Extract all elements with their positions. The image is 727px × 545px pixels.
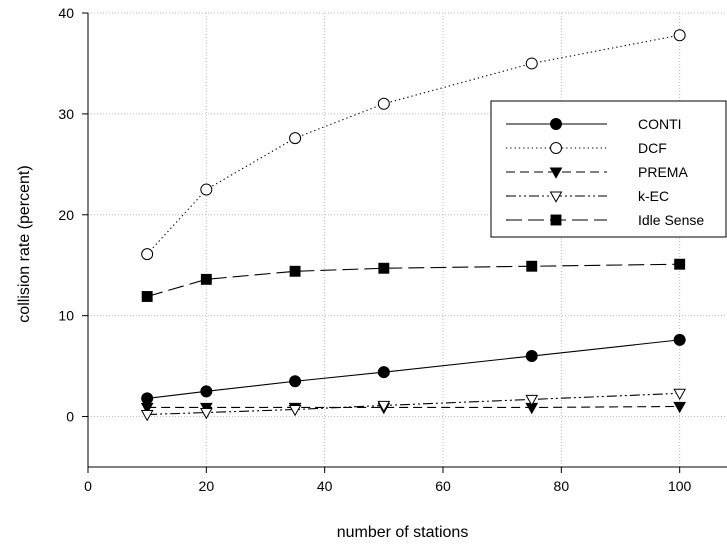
x-tick-label: 100 (668, 478, 692, 494)
legend-item: Idle Sense (506, 212, 704, 228)
data-point (141, 291, 153, 302)
data-point (199, 407, 213, 420)
x-tick-label: 20 (199, 478, 215, 494)
series-idle-sense (141, 258, 686, 302)
axes (87, 13, 727, 468)
data-point (140, 402, 154, 415)
data-point (673, 29, 686, 42)
series-conti (141, 333, 686, 405)
data-point (673, 388, 687, 401)
series-line (147, 263, 680, 298)
data-point (289, 132, 302, 145)
legend-item: CONTI (506, 116, 682, 132)
legend-marker (550, 142, 562, 154)
y-tick-label: 30 (58, 106, 74, 122)
data-point (525, 394, 539, 407)
legend-label: DCF (638, 140, 667, 156)
series-line (147, 405, 680, 409)
series-dcf (141, 29, 686, 261)
data-point (525, 350, 538, 363)
data-point (288, 404, 302, 417)
legend-label: CONTI (638, 116, 682, 132)
legend-marker (549, 167, 563, 179)
series-line (146, 34, 680, 255)
series-k-ec (140, 388, 687, 422)
x-tick-label: 0 (84, 478, 92, 494)
grid (88, 12, 727, 467)
data-point (377, 400, 391, 413)
data-point (140, 409, 154, 422)
data-point (377, 366, 390, 379)
data-point (200, 183, 213, 196)
legend-label: PREMA (638, 164, 688, 180)
data-point (200, 273, 212, 285)
y-tick-label: 20 (58, 207, 74, 223)
x-axis-title: number of stations (337, 524, 469, 541)
y-tick-label: 40 (58, 5, 74, 21)
data-point (673, 401, 687, 414)
series-line (147, 392, 680, 416)
data-point (674, 258, 686, 270)
plot-series (140, 29, 687, 422)
legend-marker (550, 214, 562, 226)
legend-marker (549, 191, 563, 203)
legend-item: k-EC (506, 188, 669, 204)
legend: CONTI DCF PREMA k-EC Idle Sense (490, 100, 727, 238)
series-line (147, 339, 680, 399)
x-tick-label: 60 (435, 478, 451, 494)
data-point (200, 385, 213, 398)
legend-item: DCF (506, 140, 667, 156)
data-point (289, 375, 302, 388)
data-point (378, 262, 390, 274)
y-axis-title: collision rate (percent) (16, 165, 33, 322)
tick-labels: 0 20 40 60 80 100 0 10 20 30 40 (58, 5, 691, 494)
data-point (141, 392, 154, 405)
x-tick-label: 40 (317, 478, 333, 494)
data-point (289, 265, 301, 277)
legend-item: PREMA (506, 164, 688, 180)
legend-label: k-EC (638, 188, 669, 204)
data-point (673, 333, 686, 346)
y-tick-label: 10 (58, 308, 74, 324)
y-tick-label: 0 (66, 409, 74, 425)
data-point (526, 260, 538, 272)
x-tick-label: 80 (554, 478, 570, 494)
data-point (141, 248, 154, 261)
data-point (377, 97, 390, 110)
legend-marker (550, 118, 562, 130)
data-point (525, 57, 538, 70)
legend-label: Idle Sense (638, 212, 704, 228)
